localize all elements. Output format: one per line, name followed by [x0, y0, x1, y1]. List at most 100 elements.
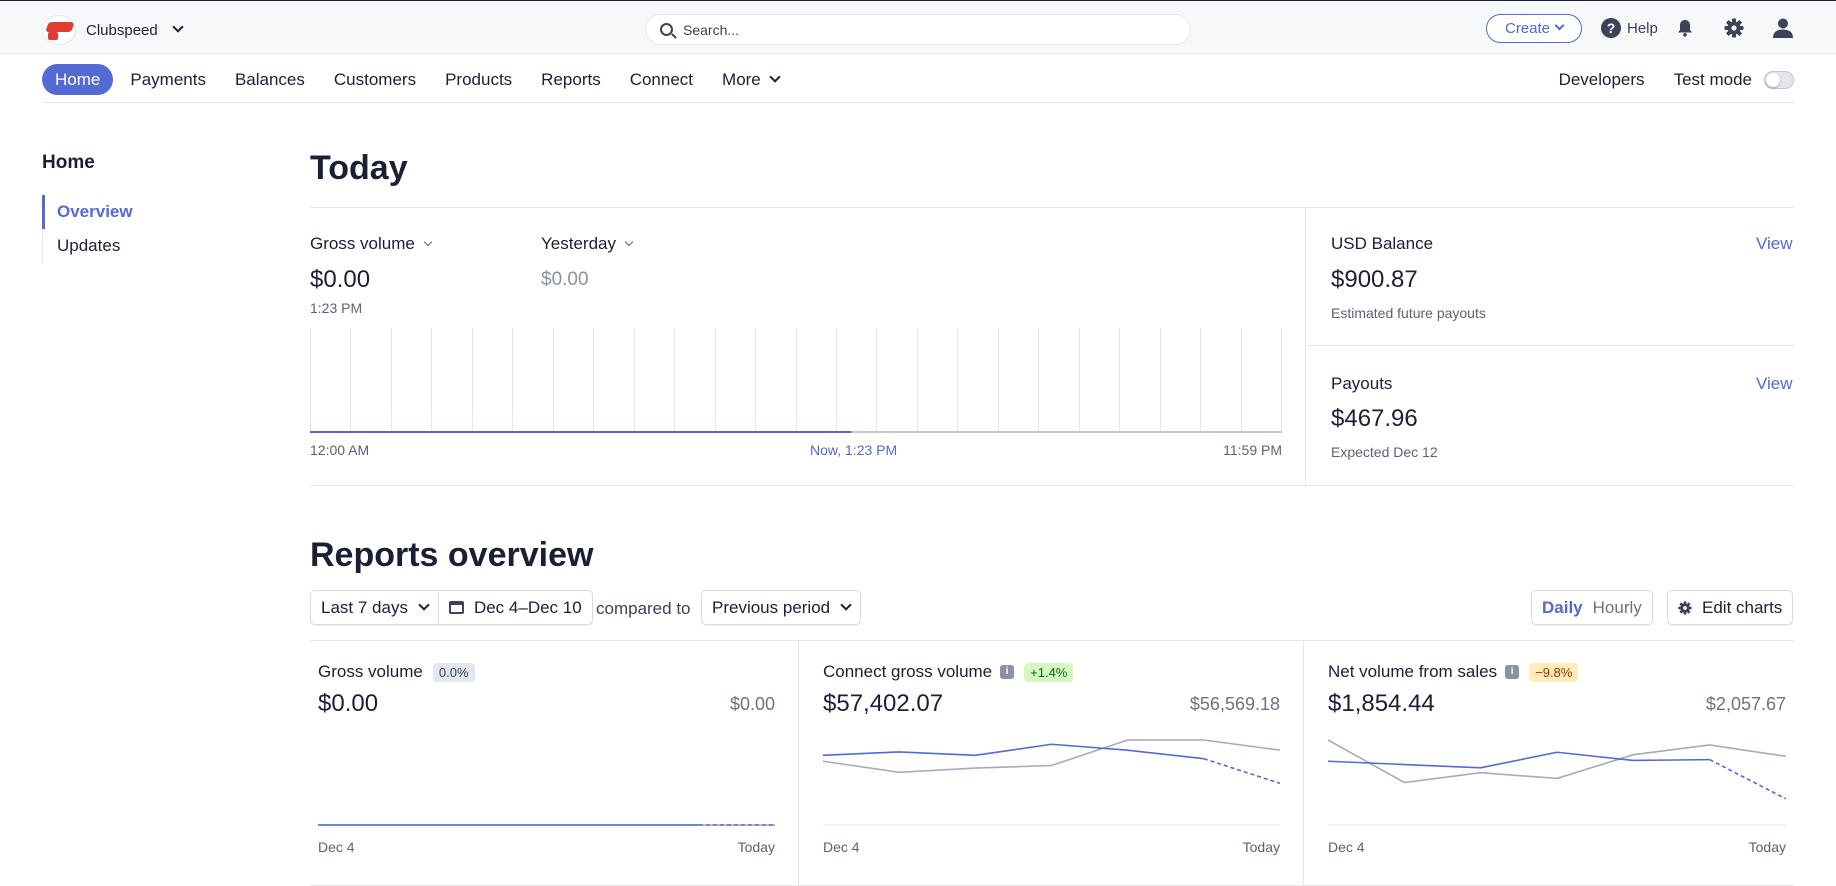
nav-payments[interactable]: Payments: [130, 69, 206, 89]
edit-charts-button[interactable]: Edit charts: [1667, 590, 1794, 625]
payouts-subtitle: Expected Dec 12: [1331, 444, 1438, 460]
sidebar-title: Home: [42, 152, 95, 173]
user-icon[interactable]: [1772, 17, 1794, 39]
search-bar[interactable]: [645, 14, 1191, 45]
connect-gross-volume-card-x-start: Dec 4: [823, 839, 860, 855]
gross-volume-card-previous: $0.00: [729, 694, 775, 714]
test-mode-toggle[interactable]: [1764, 70, 1794, 89]
test-mode-label: Test mode: [1673, 69, 1752, 89]
gross-volume-card-label: Gross volume: [318, 662, 423, 681]
today-bottom-divider: [310, 485, 1794, 486]
net-volume-card-chart: [1328, 739, 1786, 826]
current-period-partial-line: [1203, 757, 1280, 785]
payouts-view-link[interactable]: View: [1756, 374, 1793, 393]
net-volume-card-label: Net volume from sales: [1328, 662, 1498, 681]
info-icon[interactable]: i: [1000, 665, 1015, 679]
info-icon[interactable]: i: [1505, 665, 1520, 679]
bell-icon[interactable]: [1677, 19, 1693, 37]
account-name: Clubspeed: [86, 21, 158, 39]
chevron-down-icon: [172, 21, 184, 33]
today-axis-start: 12:00 AM: [310, 442, 370, 458]
gear-icon: [1678, 600, 1692, 615]
compare-period-select[interactable]: Previous period: [701, 590, 862, 625]
current-period-partial-line: [1709, 758, 1786, 800]
help-button[interactable]: ? Help: [1601, 18, 1658, 38]
nav-more[interactable]: More: [722, 64, 781, 95]
nav-products[interactable]: Products: [445, 69, 513, 89]
search-icon: [660, 23, 673, 36]
daily-option[interactable]: Daily: [1542, 597, 1583, 617]
nav-connect[interactable]: Connect: [629, 69, 694, 89]
connect-gross-volume-change-badge: +1.4%: [1024, 662, 1074, 682]
date-label: Dec 4–Dec 10: [473, 597, 582, 617]
today-chart: [310, 328, 1282, 433]
gross-volume-card-title[interactable]: Gross volume 0.0%: [318, 662, 475, 682]
connect-gross-volume-card-x-end: Today: [1242, 839, 1280, 855]
sidebar-item-updates[interactable]: Updates: [57, 236, 121, 255]
balance-divider: [1306, 345, 1794, 346]
net-volume-card-x-start: Dec 4: [1328, 839, 1365, 855]
top-bar: Clubspeed Create ? Help: [0, 0, 1836, 54]
chevron-down-icon: [1554, 20, 1565, 31]
edit-charts-label: Edit charts: [1702, 597, 1783, 617]
account-switcher[interactable]: Clubspeed: [42, 15, 184, 45]
today-title: Today: [310, 149, 408, 187]
chevron-down-icon: [423, 237, 433, 247]
nav-reports[interactable]: Reports: [541, 69, 601, 89]
sidebar-item-overview[interactable]: Overview: [42, 195, 133, 229]
previous-period-line: [823, 739, 1280, 774]
range-select[interactable]: Last 7 days: [311, 591, 438, 624]
granularity-toggle: Daily Hourly: [1531, 590, 1653, 625]
date-picker[interactable]: Dec 4–Dec 10: [437, 591, 592, 624]
nav-balances[interactable]: Balances: [234, 69, 305, 89]
calendar-icon: [448, 601, 464, 614]
create-button-label: Create: [1504, 20, 1551, 37]
range-label: Last 7 days: [321, 597, 408, 617]
nav-home[interactable]: Home: [42, 64, 114, 95]
chevron-down-icon: [769, 70, 781, 83]
connect-gross-volume-card-previous: $56,569.18: [1189, 694, 1280, 714]
clubspeed-logo: [42, 15, 76, 45]
yesterday-selector[interactable]: Yesterday: [541, 234, 634, 254]
net-volume-card-x-end: Today: [1748, 839, 1786, 855]
current-period-line: [1328, 751, 1710, 769]
usd-balance-label: USD Balance: [1331, 234, 1434, 253]
nav-developers[interactable]: Developers: [1558, 69, 1645, 89]
gross-volume-selector[interactable]: Gross volume: [310, 234, 433, 254]
previous-period-line: [1328, 739, 1786, 784]
create-button[interactable]: Create: [1486, 14, 1582, 43]
net-volume-card-value: $1,854.44: [1328, 690, 1435, 717]
usd-balance-view-link[interactable]: View: [1756, 234, 1793, 253]
today-axis-now: Now, 1:23 PM: [810, 442, 898, 458]
today-divider: [310, 207, 1794, 208]
gross-volume-label: Gross volume: [310, 234, 415, 253]
date-range-control: Last 7 days Dec 4–Dec 10: [310, 590, 593, 625]
nav-more-label: More: [722, 69, 761, 89]
help-icon: ?: [1601, 18, 1621, 38]
usd-balance-subtitle: Estimated future payouts: [1331, 305, 1486, 321]
sidebar: Overview Updates: [42, 195, 133, 263]
search-input[interactable]: [683, 21, 1163, 38]
gross-volume-time: 1:23 PM: [310, 300, 363, 316]
compared-to-label: compared to: [596, 599, 691, 618]
today-axis-end: 11:59 PM: [1223, 442, 1282, 458]
gross-volume-value: $0.00: [310, 266, 371, 293]
chevron-down-icon: [624, 237, 634, 247]
net-volume-card-title[interactable]: Net volume from sales i −9.8%: [1328, 662, 1579, 682]
help-label: Help: [1627, 19, 1658, 37]
nav-right: Developers Test mode: [1559, 64, 1794, 95]
connect-gross-volume-card-chart: [823, 739, 1280, 826]
nav-customers[interactable]: Customers: [333, 69, 417, 89]
current-period-line: [823, 743, 1204, 760]
connect-gross-volume-card-title[interactable]: Connect gross volume i +1.4%: [823, 662, 1074, 682]
usd-balance-value: $900.87: [1331, 266, 1418, 293]
gear-icon[interactable]: [1724, 18, 1744, 38]
payouts-value: $467.96: [1331, 405, 1418, 432]
payouts-label: Payouts: [1331, 374, 1393, 393]
reports-divider: [310, 640, 1794, 641]
connect-gross-volume-card-value: $57,402.07: [823, 690, 944, 717]
hourly-option[interactable]: Hourly: [1592, 597, 1642, 617]
card-divider-2: [1303, 641, 1304, 886]
net-volume-change-badge: −9.8%: [1529, 662, 1579, 682]
today-column-divider: [1305, 208, 1306, 485]
